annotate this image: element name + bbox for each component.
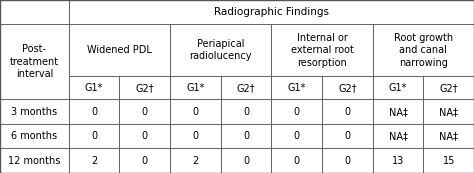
Text: 0: 0 bbox=[293, 107, 300, 117]
Bar bbox=[322, 76, 373, 99]
Text: 0: 0 bbox=[344, 156, 350, 166]
Bar bbox=[69, 24, 170, 76]
Bar bbox=[69, 124, 119, 148]
Text: G2†: G2† bbox=[439, 83, 458, 93]
Text: 0: 0 bbox=[142, 131, 148, 141]
Text: 2: 2 bbox=[91, 156, 97, 166]
Text: G1*: G1* bbox=[389, 83, 407, 93]
Bar bbox=[271, 99, 322, 124]
Text: Root growth
and canal
narrowing: Root growth and canal narrowing bbox=[394, 33, 453, 68]
Bar bbox=[0, 148, 69, 173]
Bar bbox=[373, 124, 423, 148]
Text: NA‡: NA‡ bbox=[389, 131, 408, 141]
Bar bbox=[322, 99, 373, 124]
Text: 0: 0 bbox=[344, 131, 350, 141]
Text: 0: 0 bbox=[142, 156, 148, 166]
Bar bbox=[170, 148, 221, 173]
Text: G1*: G1* bbox=[288, 83, 306, 93]
Text: G2†: G2† bbox=[338, 83, 356, 93]
Bar bbox=[423, 148, 474, 173]
Bar bbox=[0, 124, 69, 148]
Bar bbox=[322, 124, 373, 148]
Bar bbox=[119, 124, 170, 148]
Text: NA‡: NA‡ bbox=[439, 131, 458, 141]
Text: 12 months: 12 months bbox=[8, 156, 61, 166]
Text: 0: 0 bbox=[344, 107, 350, 117]
Bar bbox=[423, 124, 474, 148]
Text: 15: 15 bbox=[443, 156, 455, 166]
Text: 0: 0 bbox=[91, 107, 97, 117]
Bar bbox=[170, 76, 221, 99]
Text: G1*: G1* bbox=[186, 83, 205, 93]
Bar bbox=[69, 76, 119, 99]
Bar bbox=[69, 99, 119, 124]
Bar bbox=[170, 24, 271, 76]
Bar bbox=[0, 99, 69, 124]
Text: Widened PDL: Widened PDL bbox=[87, 45, 152, 55]
Bar bbox=[221, 124, 271, 148]
Bar bbox=[170, 99, 221, 124]
Text: G2†: G2† bbox=[136, 83, 154, 93]
Text: NA‡: NA‡ bbox=[389, 107, 408, 117]
Bar bbox=[0, 0, 69, 24]
Text: 0: 0 bbox=[192, 131, 199, 141]
Bar bbox=[69, 148, 119, 173]
Bar bbox=[0, 24, 69, 99]
Text: 0: 0 bbox=[91, 131, 97, 141]
Bar bbox=[170, 124, 221, 148]
Bar bbox=[423, 99, 474, 124]
Bar bbox=[119, 99, 170, 124]
Text: G1*: G1* bbox=[85, 83, 103, 93]
Bar bbox=[69, 0, 474, 24]
Text: 0: 0 bbox=[243, 107, 249, 117]
Bar bbox=[221, 76, 271, 99]
Text: Periapical
radiolucency: Periapical radiolucency bbox=[190, 39, 252, 61]
Text: Post-
treatment
interval: Post- treatment interval bbox=[10, 44, 59, 79]
Bar bbox=[221, 99, 271, 124]
Text: NA‡: NA‡ bbox=[439, 107, 458, 117]
Bar bbox=[423, 76, 474, 99]
Bar bbox=[271, 24, 373, 76]
Text: 0: 0 bbox=[142, 107, 148, 117]
Bar bbox=[271, 148, 322, 173]
Text: 6 months: 6 months bbox=[11, 131, 57, 141]
Bar bbox=[119, 148, 170, 173]
Bar bbox=[373, 76, 423, 99]
Text: 0: 0 bbox=[243, 156, 249, 166]
Text: Radiographic Findings: Radiographic Findings bbox=[214, 7, 329, 17]
Text: 0: 0 bbox=[293, 131, 300, 141]
Text: 13: 13 bbox=[392, 156, 404, 166]
Bar bbox=[373, 99, 423, 124]
Text: Internal or
external root
resorption: Internal or external root resorption bbox=[291, 33, 354, 68]
Bar bbox=[221, 148, 271, 173]
Bar bbox=[271, 124, 322, 148]
Bar bbox=[322, 148, 373, 173]
Text: G2†: G2† bbox=[237, 83, 255, 93]
Text: 0: 0 bbox=[192, 107, 199, 117]
Text: 0: 0 bbox=[293, 156, 300, 166]
Bar bbox=[271, 76, 322, 99]
Bar bbox=[373, 24, 474, 76]
Bar bbox=[373, 148, 423, 173]
Text: 3 months: 3 months bbox=[11, 107, 57, 117]
Bar bbox=[119, 76, 170, 99]
Text: 0: 0 bbox=[243, 131, 249, 141]
Text: 2: 2 bbox=[192, 156, 199, 166]
